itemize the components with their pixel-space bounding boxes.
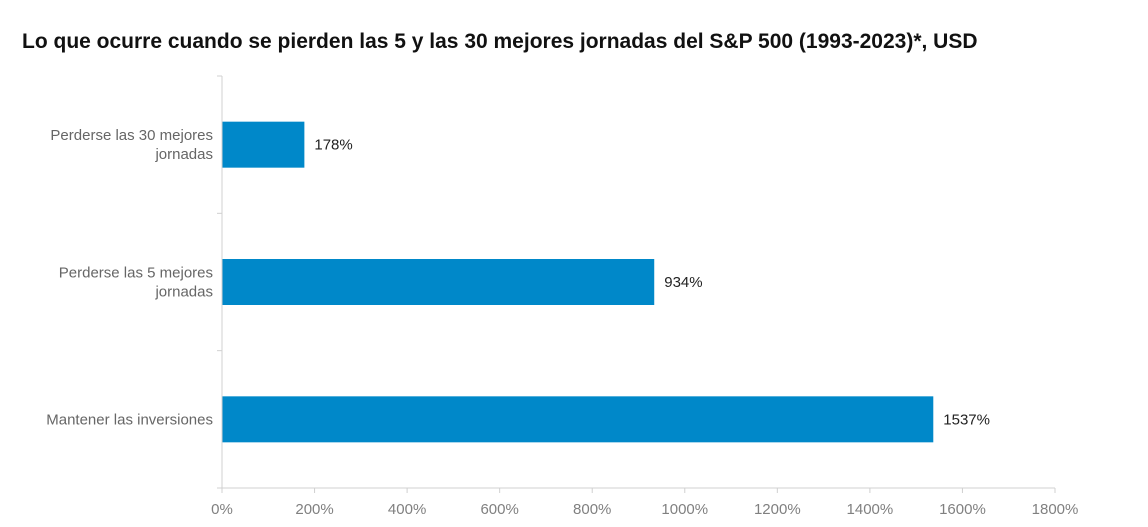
category-label: Perderse las 30 mejores jornadas	[50, 127, 213, 163]
category-label-line: jornadas	[154, 146, 213, 163]
x-tick-label: 600%	[480, 501, 518, 518]
x-tick-label: 1600%	[939, 501, 986, 518]
category-label-line: jornadas	[154, 284, 213, 301]
bar	[222, 259, 655, 305]
x-tick-label: 0%	[211, 501, 233, 518]
x-tick-label: 1000%	[661, 501, 708, 518]
data-label: 1537%	[943, 411, 990, 428]
category-label-line: Mantener las inversiones	[46, 411, 213, 428]
labels-group: 0% 200% 400% 600% 800% 1000% 1200% 1400% 1600% 18…	[46, 127, 1078, 518]
x-tick-label: 1200%	[754, 501, 801, 518]
x-tick-label: 1800%	[1032, 501, 1079, 518]
chart-title: Lo que ocurre cuando se pierden las 5 y …	[22, 30, 978, 53]
axes-group	[217, 75, 1056, 493]
data-label: 178%	[314, 137, 352, 154]
category-label-line: Perderse las 30 mejores	[50, 127, 213, 144]
category-label-line: Perderse las 5 mejores	[59, 265, 213, 282]
data-label: 934%	[664, 274, 702, 291]
x-tick-label: 200%	[295, 501, 333, 518]
bars-group	[222, 121, 934, 443]
category-label: Mantener las inversiones	[46, 411, 213, 428]
x-tick-label: 400%	[388, 501, 426, 518]
x-tick-label: 1400%	[847, 501, 894, 518]
bar	[222, 396, 934, 443]
x-tick-label: 800%	[573, 501, 611, 518]
bar	[222, 121, 305, 168]
category-label: Perderse las 5 mejores jornadas	[59, 265, 213, 301]
